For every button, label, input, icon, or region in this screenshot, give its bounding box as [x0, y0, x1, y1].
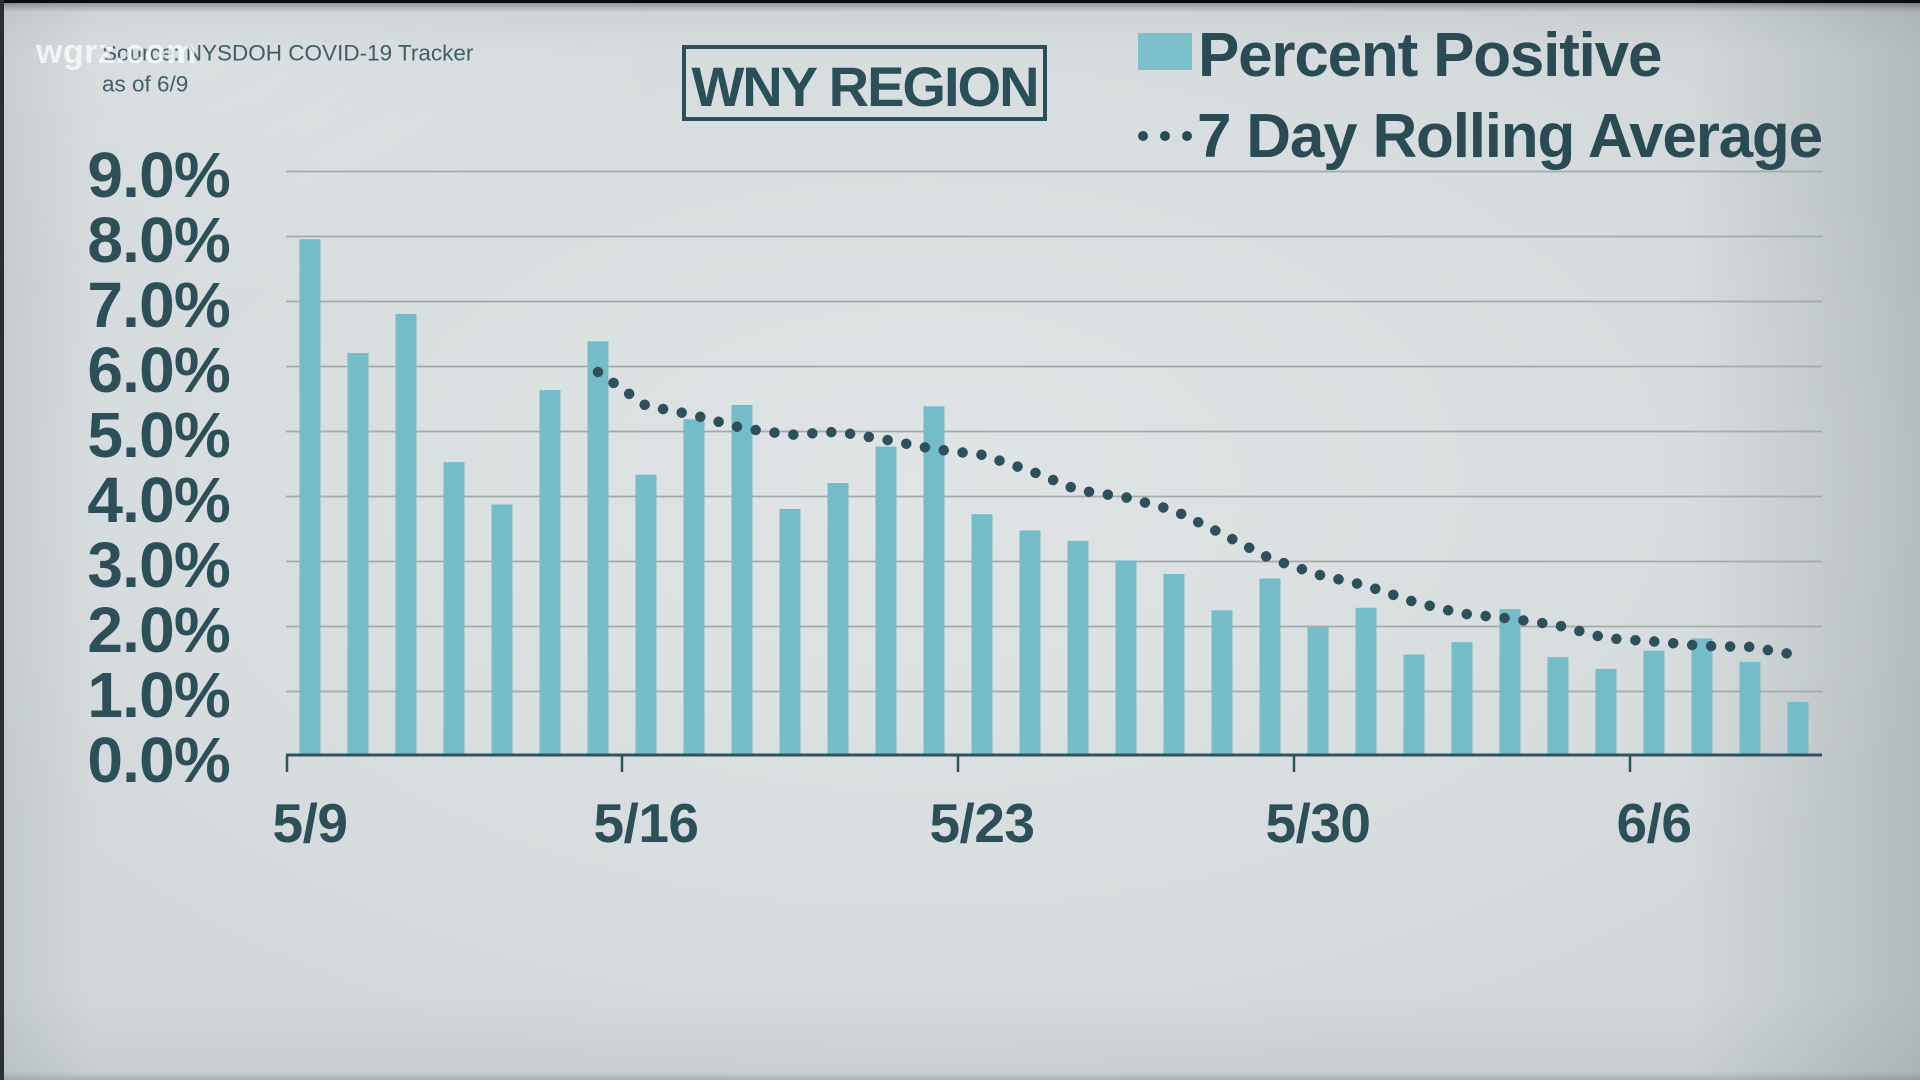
svg-text:3.0%: 3.0% — [87, 529, 230, 601]
svg-text:6.0%: 6.0% — [87, 334, 230, 406]
svg-text:Source: NYSDOH COVID-19 Tracke: Source: NYSDOH COVID-19 Tracker — [102, 41, 474, 66]
svg-text:0.0%: 0.0% — [87, 724, 230, 796]
svg-text:8.0%: 8.0% — [87, 204, 230, 276]
svg-text:6/6: 6/6 — [1617, 792, 1692, 854]
svg-text:5/30: 5/30 — [1265, 792, 1370, 854]
svg-text:5/9: 5/9 — [273, 792, 348, 854]
svg-text:9.0%: 9.0% — [87, 139, 230, 211]
svg-text:WNY REGION: WNY REGION — [691, 55, 1037, 118]
svg-text:1.0%: 1.0% — [87, 659, 230, 731]
svg-text:2.0%: 2.0% — [87, 594, 230, 666]
svg-text:5.0%: 5.0% — [87, 399, 230, 471]
svg-text:as of 6/9: as of 6/9 — [102, 72, 188, 97]
svg-text:4.0%: 4.0% — [87, 464, 230, 536]
svg-text:Percent Positive: Percent Positive — [1198, 21, 1661, 90]
svg-text:7.0%: 7.0% — [87, 269, 230, 341]
svg-text:7 Day Rolling Average: 7 Day Rolling Average — [1197, 102, 1822, 171]
svg-text:5/23: 5/23 — [929, 792, 1034, 854]
svg-text:5/16: 5/16 — [593, 792, 698, 854]
